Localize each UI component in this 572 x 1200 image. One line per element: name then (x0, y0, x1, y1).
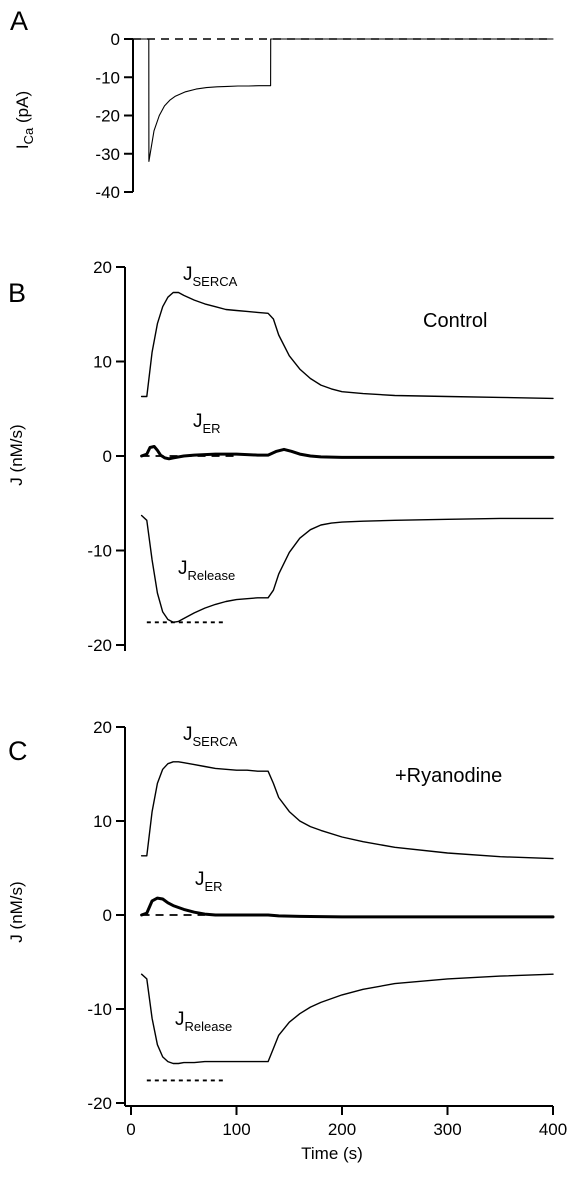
panel-b-ylabel: J (nM/s) (7, 424, 26, 485)
panel-c-ylabel: J (nM/s) (7, 881, 26, 942)
panel-b-jserca-label: JSERCA (183, 264, 238, 289)
panel-a-ytick-label: 0 (111, 30, 120, 49)
panel-c-ytick-label: 10 (93, 812, 112, 831)
panel-b-jserca-base: J (183, 264, 193, 285)
panel-c-ytick-label: 20 (93, 718, 112, 737)
panel-c-jrelease-base: J (175, 1009, 185, 1030)
panel-b-ytick-label: -20 (87, 636, 112, 655)
panel-b-jer-base: J (193, 411, 203, 432)
panel-letter-c: C (8, 736, 28, 766)
panel-c-xtick-label: 0 (126, 1120, 135, 1139)
panel-c-jserca-base: J (183, 724, 193, 745)
panel-b-ytick-label: -10 (87, 542, 112, 561)
panel-c-condition: +Ryanodine (395, 765, 502, 787)
panel-b-jer-label: JER (193, 411, 221, 436)
panel-c-xtick-label: 400 (539, 1120, 567, 1139)
panel-c-xlabel: Time (s) (301, 1144, 363, 1163)
panel-b-jrelease-base: J (178, 558, 188, 579)
panel-c-ytick-label: -20 (87, 1094, 112, 1113)
panel-b-jer-sub: ER (203, 421, 221, 436)
panel-c-jrelease-label: JRelease (175, 1009, 232, 1034)
panel-c-xtick-label: 200 (328, 1120, 356, 1139)
panel-b-series-jrelease (140, 514, 554, 623)
panel-c-jserca-sub: SERCA (193, 734, 238, 749)
panel-c-jer-sub: ER (205, 879, 223, 894)
panel-c-jer-base: J (195, 869, 205, 890)
panel-c-ytick-label: -10 (87, 1000, 112, 1019)
panel-c-xtick-label: 100 (222, 1120, 250, 1139)
panel-a-ytick-label: -20 (95, 107, 120, 126)
panel-a-ylabel-base: I (13, 144, 32, 149)
panel-a-series-series-0 (132, 38, 554, 162)
panel-a-ylabel-sub: Ca (21, 127, 36, 144)
panel-c-series-jrelease (140, 973, 554, 1065)
panel-a-ytick-label: -10 (95, 68, 120, 87)
panel-b-jrelease-sub: Release (188, 568, 236, 583)
panel-letter-a: A (10, 6, 28, 36)
panel-b-ytick-label: 20 (93, 258, 112, 277)
panel-c-jrelease-sub: Release (185, 1019, 233, 1034)
panel-c-xtick-label: 300 (433, 1120, 461, 1139)
panel-c-ytick-label: 0 (103, 906, 112, 925)
panel-c-jserca-label: JSERCA (183, 724, 238, 749)
panel-b-condition: Control (423, 310, 487, 332)
panel-b-series-jserca (140, 291, 554, 400)
panel-b-plot: 20 10 0 -10 -20 (87, 258, 555, 655)
panel-a-ytick-label: -30 (95, 145, 120, 164)
panel-b-ytick-label: 10 (93, 353, 112, 372)
panel-a-ytick-label: -40 (95, 183, 120, 202)
panel-a-ylabel: ICa (pA) (13, 91, 36, 149)
panel-b-jrelease-label: JRelease (178, 558, 235, 583)
panel-b-jserca-sub: SERCA (193, 274, 238, 289)
panel-a-ylabel-unit: (pA) (13, 91, 32, 128)
panel-b-ytick-label: 0 (103, 447, 112, 466)
panel-c-jer-label: JER (195, 869, 223, 894)
panel-letter-b: B (8, 278, 26, 308)
panel-c-series-jserca (140, 761, 554, 860)
panel-b-series-jer (140, 445, 555, 461)
panel-c-series-jer (140, 896, 555, 919)
panel-a-plot: 0 -10 -20 -30 -40 (95, 30, 554, 202)
